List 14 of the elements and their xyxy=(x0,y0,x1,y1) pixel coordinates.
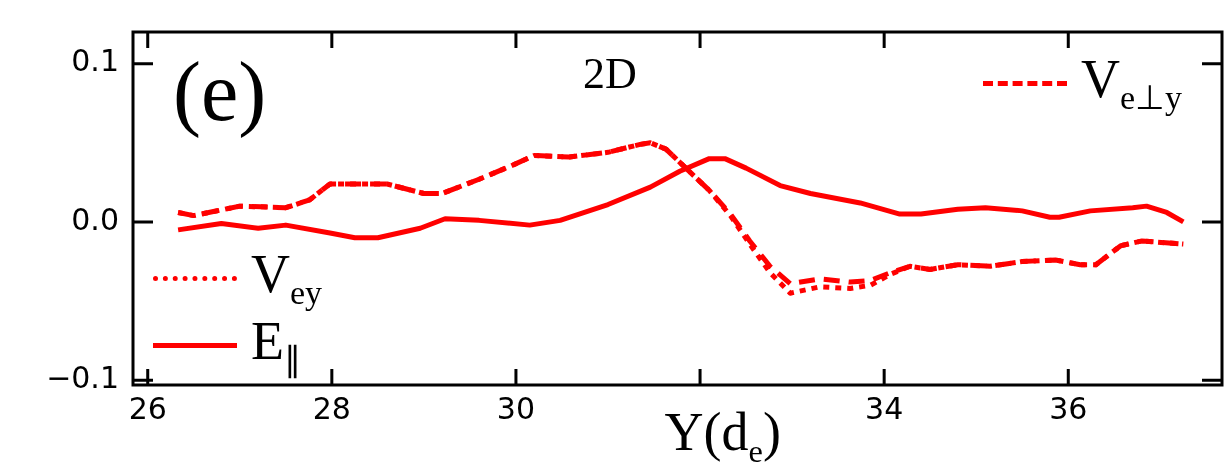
y-tick-label: 0.0 xyxy=(71,201,119,237)
x-tick-label: 26 xyxy=(128,390,167,426)
annotation: 2D xyxy=(583,49,637,98)
x-axis-title: Y(d$_{e}$) xyxy=(664,402,781,469)
x-tick-label: 28 xyxy=(312,390,351,426)
y-tick-label: −0.1 xyxy=(46,360,119,396)
legend-label: E$_{∥}$ xyxy=(251,310,301,378)
legend-label: V$_{ey}$ xyxy=(251,244,323,311)
legend-label: V$_{e⊥y}$ xyxy=(1081,49,1183,116)
y-tick-label: 0.1 xyxy=(71,43,119,79)
annotation: (e) xyxy=(173,45,267,138)
x-tick-label: 34 xyxy=(865,390,904,426)
x-tick-label: 30 xyxy=(496,390,536,426)
x-tick-label: 36 xyxy=(1049,390,1088,426)
